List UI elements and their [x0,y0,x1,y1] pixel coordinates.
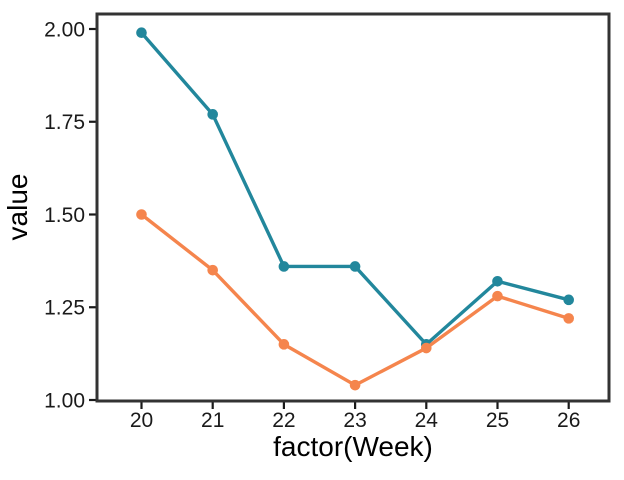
y-tick-label: 1.25 [44,297,85,320]
orange-series-point [349,379,361,391]
orange-series-line [140,213,570,387]
teal-series-point [278,261,290,272]
teal-series-point [492,275,503,287]
panel-border [95,12,611,403]
orange-series-point [492,290,503,302]
teal-series-point [349,261,361,272]
x-tick-label: 21 [201,409,224,432]
orange-series-point [278,339,290,350]
x-axis-ticks: 20 21 22 23 24 25 26 [130,401,580,432]
x-tick-label: 24 [415,409,439,432]
y-tick-label: 1.00 [44,389,85,412]
x-tick-label: 20 [130,409,153,432]
teal-series-point [136,27,147,39]
x-tick-label: 22 [272,409,295,432]
y-axis-title: value [2,174,33,241]
x-axis-title: factor(Week) [273,431,433,462]
orange-series-point [207,264,218,276]
orange-series-point [421,342,432,354]
orange-series-point [563,313,574,324]
x-tick-label: 23 [343,409,366,432]
y-axis-ticks: 1.00 1.25 1.50 1.75 2.00 [44,18,97,412]
x-tick-label: 26 [557,409,580,432]
x-tick-label: 25 [486,409,509,432]
teal-series-point [207,109,218,120]
y-tick-label: 1.75 [44,111,85,134]
teal-series-point [563,294,574,306]
series-group [136,27,574,391]
orange-series-point [136,209,147,220]
y-tick-label: 1.50 [44,204,85,227]
y-tick-label: 2.00 [44,18,85,41]
